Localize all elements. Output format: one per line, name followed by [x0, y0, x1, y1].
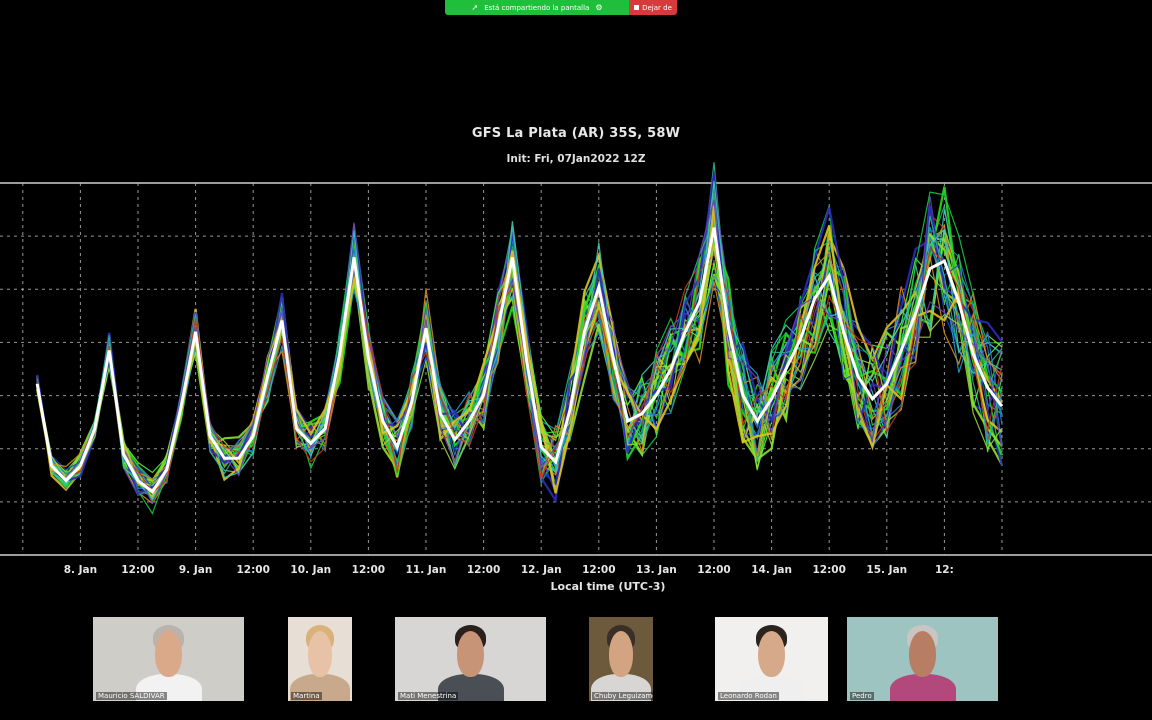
- sharing-status-pill[interactable]: ➚ Está compartiendo la pantalla ⚙: [445, 0, 629, 15]
- x-tick-label: 12:00: [812, 564, 845, 576]
- screen-share-banner: ➚ Está compartiendo la pantalla ⚙ Dejar …: [445, 0, 677, 15]
- x-tick-label: 10. Jan: [290, 564, 331, 576]
- participant-face: [909, 631, 936, 678]
- x-tick-label: 12:: [935, 564, 954, 576]
- x-tick-label: 12:00: [467, 564, 500, 576]
- sharing-status-text: Está compartiendo la pantalla: [484, 3, 590, 12]
- x-tick-label: 13. Jan: [636, 564, 677, 576]
- participant-face: [457, 631, 484, 678]
- participant-body: [290, 674, 350, 701]
- x-axis-label: Local time (UTC-3): [550, 580, 666, 593]
- participant-body: [738, 674, 805, 701]
- participant-body: [591, 674, 651, 701]
- participant-face: [307, 631, 333, 678]
- x-axis-ticks: 8. Jan 12:00 9. Jan 12:00 10. Jan 12:00 11. Ja…: [64, 564, 954, 576]
- x-tick-label: 12:00: [236, 564, 269, 576]
- participant-body: [437, 674, 504, 701]
- x-tick-label: 9. Jan: [179, 564, 212, 576]
- x-tick-label: 12:00: [121, 564, 154, 576]
- participant-body: [135, 674, 202, 701]
- participant-face: [608, 631, 634, 678]
- participant-name: Mauricio SALDIVAR: [96, 692, 167, 700]
- participant-tile[interactable]: Mati Menestrina: [395, 617, 546, 701]
- x-tick-label: 8. Jan: [64, 564, 97, 576]
- participant-tile[interactable]: Pedro: [847, 617, 998, 701]
- stop-icon: [634, 5, 640, 10]
- participant-tile[interactable]: Chuby Leguizamon: [589, 617, 653, 701]
- x-tick-label: 14. Jan: [751, 564, 792, 576]
- participant-tile[interactable]: Mauricio SALDIVAR: [93, 617, 244, 701]
- stop-sharing-label: Dejar de: [642, 3, 672, 12]
- participant-body: [889, 674, 956, 701]
- participant-name: Leonardo Rodan: [718, 692, 779, 700]
- mean-line-path: [35, 227, 1004, 494]
- chart-subtitle: Init: Fri, 07Jan2022 12Z: [506, 153, 646, 165]
- x-tick-label: 11. Jan: [406, 564, 447, 576]
- x-tick-label: 15. Jan: [866, 564, 907, 576]
- x-tick-label: 12. Jan: [521, 564, 562, 576]
- participant-name: Chuby Leguizamon: [592, 692, 653, 700]
- participant-tile[interactable]: Martina: [288, 617, 352, 701]
- x-tick-label: 12:00: [697, 564, 730, 576]
- x-tick-label: 12:00: [582, 564, 615, 576]
- settings-icon[interactable]: ⚙: [595, 3, 603, 12]
- ensemble-member-line: [36, 247, 1003, 487]
- chart-title: GFS La Plata (AR) 35S, 58W: [471, 126, 681, 141]
- ensemble-member-lines: [36, 162, 1004, 515]
- participant-name: Pedro: [850, 692, 874, 700]
- participant-face: [758, 631, 785, 678]
- participant-face: [155, 631, 182, 678]
- participant-name: Mati Menestrina: [398, 692, 459, 700]
- meteogram-chart: 8. Jan 12:00 9. Jan 12:00 10. Jan 12:00 11. Ja…: [0, 162, 1152, 576]
- participant-tile[interactable]: Leonardo Rodan: [715, 617, 828, 701]
- stop-sharing-button[interactable]: Dejar de: [629, 0, 677, 15]
- x-tick-label: 12:00: [352, 564, 385, 576]
- share-arrow-icon: ➚: [471, 3, 479, 12]
- ensemble-mean-line: [35, 227, 1004, 494]
- participant-name: Martina: [291, 692, 322, 700]
